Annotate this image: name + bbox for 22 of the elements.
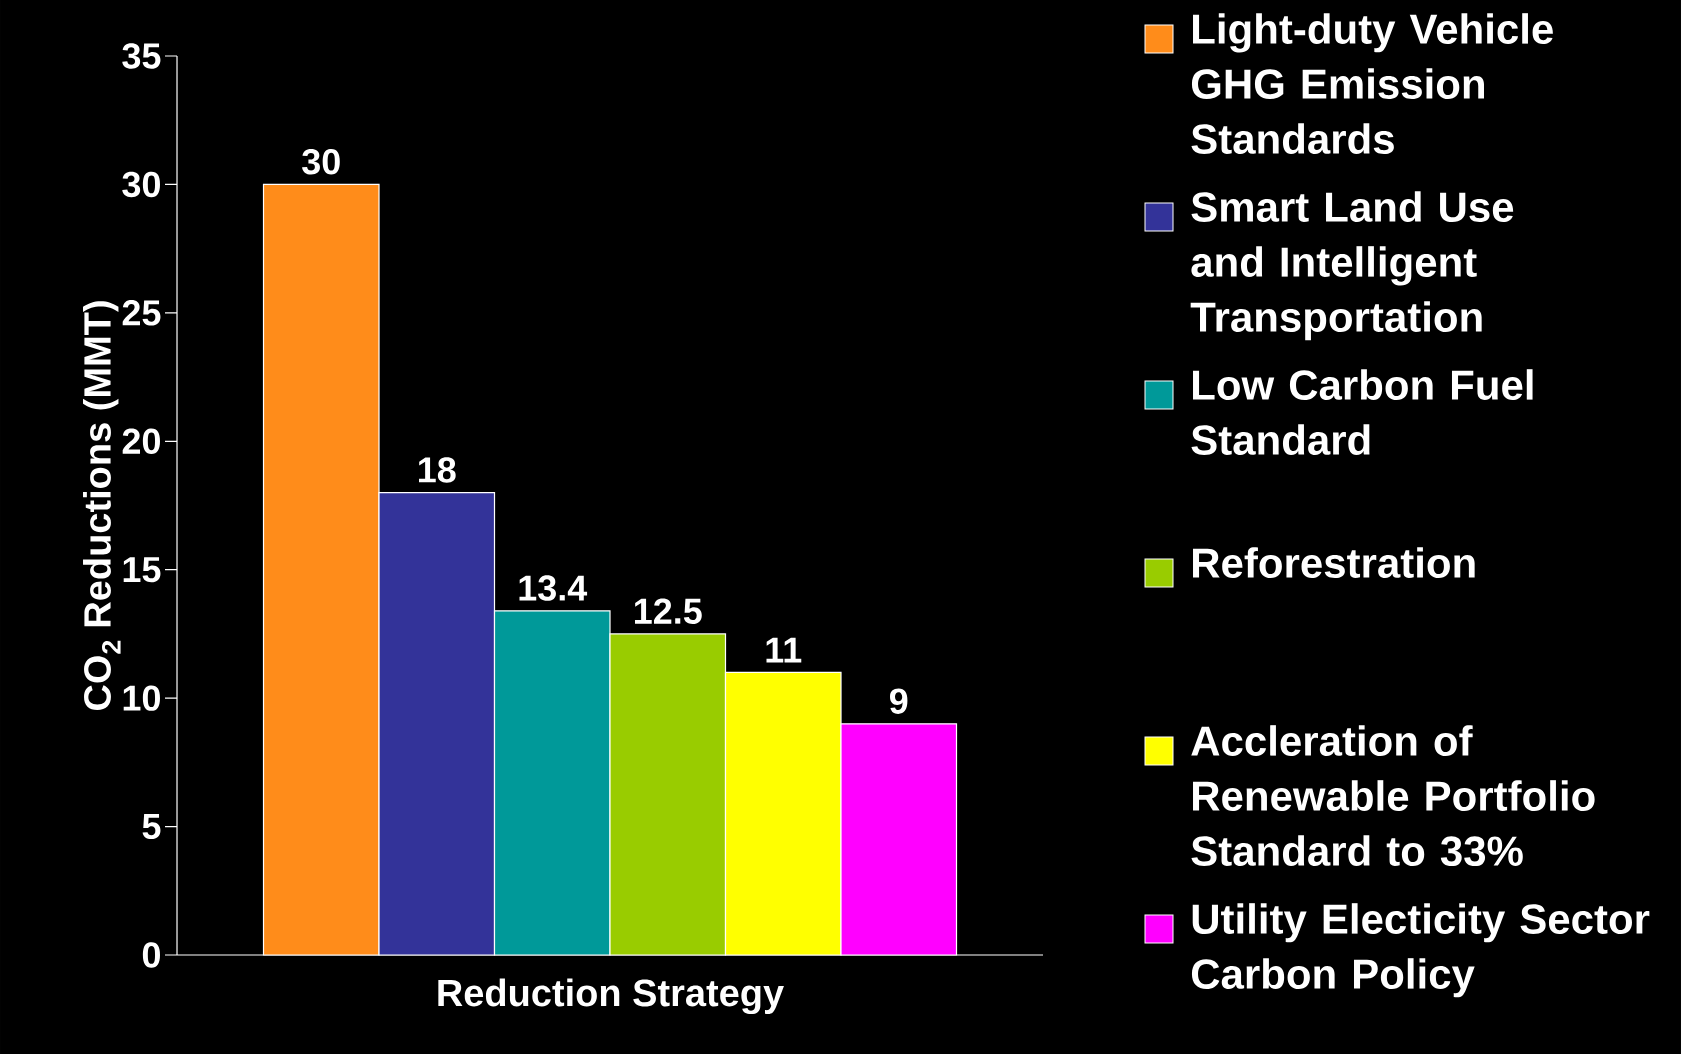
- legend-label: Accleration of Renewable Portfolio Standard to 33%: [1191, 725, 1595, 867]
- data-label: 9: [890, 688, 908, 714]
- legend-label: Light-duty Vehicle GHG Emission Standards: [1191, 13, 1553, 155]
- y-tick-label: 25: [122, 300, 161, 326]
- legend-label: Reforestration: [1193, 547, 1475, 579]
- y-axis-title: CO$_{2}$ Reductions (MMT): [83, 301, 121, 711]
- y-tick-label: 15: [123, 557, 161, 583]
- y-tick-label: 30: [122, 171, 160, 198]
- data-label: 12.5: [635, 598, 702, 624]
- y-tick-label: 20: [122, 428, 160, 455]
- y-tick-label: 35: [122, 43, 161, 69]
- y-tick-label: 10: [123, 685, 160, 711]
- data-label: 18: [419, 457, 456, 483]
- legend-label: Utility Electicity Sector Carbon Policy: [1191, 903, 1650, 998]
- x-axis-title: Reduction Strategy: [438, 978, 784, 1015]
- legend-label: Low Carbon Fuel Standard: [1191, 369, 1533, 456]
- legend-label: Smart Land Use and Intelligent Transportation: [1190, 191, 1514, 341]
- data-label: 30: [302, 148, 340, 175]
- data-label: 13.4: [519, 575, 588, 601]
- y-tick-label: 0: [142, 942, 160, 968]
- y-tick-label: 5: [142, 814, 161, 840]
- data-label: 11: [766, 637, 802, 663]
